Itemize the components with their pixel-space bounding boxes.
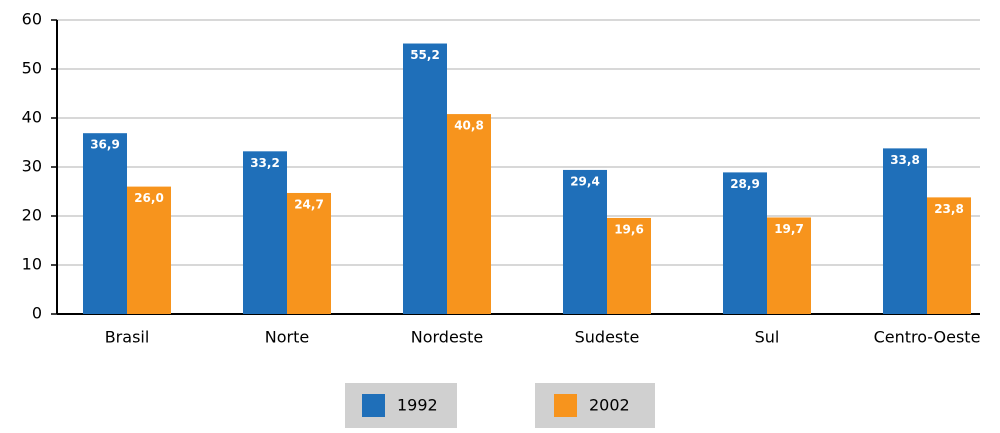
value-label: 28,9 [730,177,760,191]
value-label: 55,2 [410,48,440,62]
x-tick-label: Centro-Oeste [874,328,981,347]
value-label: 36,9 [90,138,120,152]
bar [927,197,971,314]
y-tick-label: 40 [22,108,42,127]
y-tick-label: 30 [22,157,42,176]
x-tick-label: Sul [755,328,780,347]
legend-label: 1992 [397,396,438,415]
bar [447,114,491,314]
bar [83,133,127,314]
bar [607,217,651,314]
bar [767,217,811,314]
bar [127,186,171,314]
value-label: 29,4 [570,174,600,188]
x-tick-label: Sudeste [575,328,640,347]
legend-swatch [362,394,385,417]
value-label: 19,7 [774,222,804,236]
bar [883,148,927,314]
bar [243,151,287,314]
value-label: 23,8 [934,202,964,216]
value-label: 33,8 [890,153,920,167]
bar [563,169,607,314]
value-label: 40,8 [454,119,484,133]
value-label: 19,6 [614,222,644,236]
y-tick-label: 10 [22,255,42,274]
y-tick-label: 50 [22,59,42,78]
bar [403,43,447,315]
value-label: 24,7 [294,197,324,211]
bar [723,172,767,314]
x-tick-label: Norte [265,328,309,347]
legend-label: 2002 [589,396,630,415]
x-tick-label: Brasil [105,328,150,347]
x-tick-label: Nordeste [411,328,484,347]
legend-swatch [554,394,577,417]
y-tick-label: 60 [22,10,42,29]
value-label: 33,2 [250,156,280,170]
value-label: 26,0 [134,191,164,205]
bar [287,192,331,314]
y-tick-label: 0 [32,304,42,323]
y-tick-label: 20 [22,206,42,225]
